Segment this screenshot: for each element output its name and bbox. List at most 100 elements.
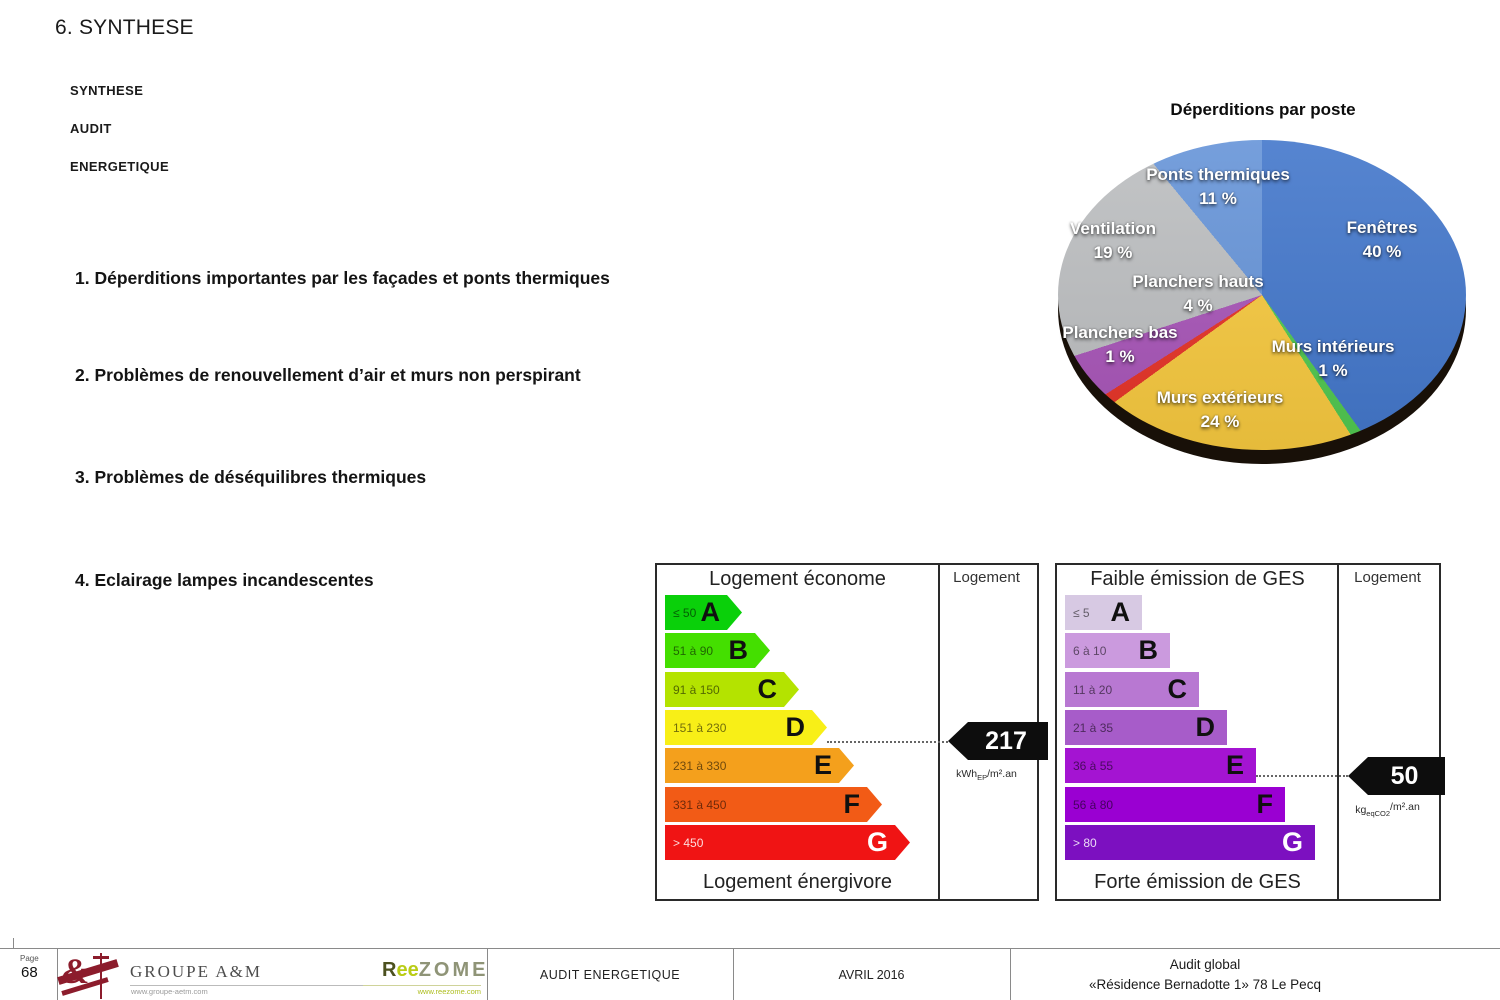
- pie-slice-name: Ponts thermiques: [1146, 165, 1290, 184]
- ges-bar-c: 11 à 20 C: [1065, 672, 1199, 707]
- dpe-letter-d: D: [785, 712, 805, 742]
- dpe-unit-label: kWhEP/m².an: [938, 768, 1035, 782]
- dpe-letter-e: E: [813, 750, 832, 780]
- groupe-am-logo-icon: &: [57, 953, 120, 999]
- dpe-dotted-line: [827, 741, 948, 743]
- ges-range-e: 36 à 55: [1073, 758, 1114, 773]
- pie-slice-percent: 11 %: [1199, 189, 1237, 208]
- pie-slice-name: Ventilation: [1070, 219, 1156, 238]
- dpe-top-label: Logement économe: [709, 568, 886, 590]
- reezome-rule: [363, 985, 481, 986]
- ges-emission-scale: Faible émission de GES ≤ 5 A 6 à 10 B 11 à 2…: [1055, 563, 1445, 901]
- dpe-column-divider: [938, 565, 940, 899]
- ges-column-label: Logement: [1354, 569, 1421, 586]
- dpe-unit-sub: EP: [977, 773, 988, 783]
- footer-divider: [57, 949, 58, 1000]
- logo-vertical-stroke: [93, 953, 109, 999]
- dpe-bars: ≤ 50 A 51 à 90 B 91 à 150 C 151 à 230 D 231 à 33…: [665, 595, 925, 895]
- page-title: 6. SYNTHESE: [55, 16, 194, 39]
- reezome-logo-r: R: [382, 959, 397, 981]
- footer-bar: Page 68 & GROUPE A&M www.groupe-aetm.com…: [0, 948, 1500, 1000]
- dpe-range-g: > 450: [673, 835, 704, 850]
- ges-bar-g: > 80 G: [1065, 825, 1315, 860]
- ges-bottom-label: Forte émission de GES: [1094, 871, 1301, 893]
- page-number: 68: [21, 964, 38, 981]
- finding-item-4: 4. Eclairage lampes incandescentes: [75, 570, 374, 590]
- ges-value-arrow: 50: [1348, 757, 1445, 795]
- ges-bars: ≤ 5 A 6 à 10 B 11 à 20 C 21 à 35 D 36 à 55 E 56 à …: [1065, 595, 1325, 895]
- ges-unit-post: /m².an: [1390, 801, 1420, 813]
- dpe-range-f: 331 à 450: [673, 797, 727, 812]
- pie-slice-percent: 1 %: [1318, 361, 1348, 380]
- ges-range-g: > 80: [1073, 835, 1097, 850]
- ges-dotted-line: [1256, 775, 1348, 777]
- dpe-letter-a: A: [700, 597, 720, 627]
- dpe-bar-c: 91 à 150 C: [665, 672, 799, 707]
- pie: [1058, 140, 1466, 450]
- pie-slice-name: Planchers hauts: [1132, 272, 1264, 291]
- dpe-value-arrow: 217: [948, 722, 1048, 760]
- date-cell: AVRIL 2016: [838, 968, 905, 982]
- dpe-bar-f: 331 à 450 F: [665, 787, 882, 822]
- dpe-range-a: ≤ 50: [673, 605, 697, 620]
- dpe-range-c: 91 à 150: [673, 682, 720, 697]
- pie-slice-label: Ponts thermiques 11 %: [1146, 163, 1290, 211]
- dpe-energy-scale: Logement économe ≤ 50 A 51 à 90 B 91 à 150 C 1…: [655, 563, 1048, 901]
- finding-item-1: 1. Déperditions importantes par les faça…: [75, 268, 610, 288]
- footer-divider: [733, 949, 734, 1000]
- finding-item-2: 2. Problèmes de renouvellement d’air et …: [75, 365, 581, 385]
- dpe-range-e: 231 à 330: [673, 758, 727, 773]
- ges-range-d: 21 à 35: [1073, 720, 1114, 735]
- dpe-bar-d: 151 à 230 D: [665, 710, 827, 745]
- pie-slice-percent: 40 %: [1362, 242, 1402, 261]
- dpe-letter-f: F: [843, 789, 860, 819]
- pie-slice-percent: 1 %: [1105, 347, 1135, 366]
- footer-divider: [1010, 949, 1011, 1000]
- ges-letter-c: C: [1167, 674, 1188, 704]
- page-number-label: Page: [20, 954, 39, 963]
- dpe-bottom-label: Logement énergivore: [702, 871, 892, 893]
- pie-slice-name: Planchers bas: [1062, 323, 1178, 342]
- finding-item-3: 3. Problèmes de déséquilibres thermiques: [75, 467, 427, 487]
- sidebar-line: ENERGETIQUE: [70, 159, 170, 174]
- groupe-am-name: GROUPE A&M: [130, 962, 262, 981]
- pie-slice-label: Planchers hauts 4 %: [1132, 270, 1263, 318]
- dpe-letter-b: B: [728, 635, 748, 665]
- pie-chart-title: Déperditions par poste: [1170, 100, 1356, 119]
- ges-unit-sub: eqCO2: [1366, 809, 1391, 819]
- audit-title-cell: Audit global «Résidence Bernadotte 1» 78…: [1010, 949, 1400, 1000]
- pie-slice-label: Fenêtres 40 %: [1347, 216, 1418, 264]
- ges-letter-e: E: [1225, 750, 1244, 780]
- ges-bar-b: 6 à 10 B: [1065, 633, 1170, 668]
- reezome-logo: ReeZOME: [382, 959, 488, 982]
- pie-labels: Fenêtres 40 % Murs intérieurs 1 % Murs extér…: [1040, 90, 1486, 480]
- ges-bar-f: 56 à 80 F: [1065, 787, 1285, 822]
- ges-top-label: Faible émission de GES: [1090, 568, 1305, 590]
- dpe-range-b: 51 à 90: [673, 643, 714, 658]
- ges-range-f: 56 à 80: [1073, 797, 1114, 812]
- pie-slice-name: Fenêtres: [1346, 218, 1418, 237]
- pie-slice-label: Ventilation 19 %: [1070, 217, 1156, 265]
- ges-column-divider: [1337, 565, 1339, 899]
- audit-title-line1: Audit global: [1169, 957, 1241, 972]
- pie-slice-label: Planchers bas 1 %: [1062, 321, 1177, 369]
- dpe-bar-e: 231 à 330 E: [665, 748, 854, 783]
- reezome-logo-rest: ZOME: [418, 959, 489, 981]
- groupe-am-url: www.groupe-aetm.com: [131, 987, 208, 996]
- pie-slice-name: Murs extérieurs: [1156, 388, 1284, 407]
- pie-slice-name: Murs intérieurs: [1271, 337, 1395, 356]
- dpe-letter-g: G: [866, 827, 888, 857]
- pie-slice-label: Murs extérieurs 24 %: [1157, 386, 1284, 434]
- ges-range-c: 11 à 20: [1073, 682, 1113, 697]
- reezome-logo-ee: ee: [396, 959, 419, 981]
- ges-range-b: 6 à 10: [1073, 643, 1107, 658]
- ges-bar-e: 36 à 55 E: [1065, 748, 1256, 783]
- dpe-bar-a: ≤ 50 A: [665, 595, 742, 630]
- ges-letter-b: B: [1138, 635, 1159, 665]
- sidebar-line: SYNTHESE: [70, 83, 144, 98]
- ges-range-a: ≤ 5: [1073, 605, 1090, 620]
- pie-slice-percent: 24 %: [1200, 412, 1240, 431]
- pie-slice-percent: 19 %: [1093, 243, 1133, 262]
- sidebar-line: AUDIT: [70, 121, 112, 136]
- pie-slice-percent: 4 %: [1183, 296, 1213, 315]
